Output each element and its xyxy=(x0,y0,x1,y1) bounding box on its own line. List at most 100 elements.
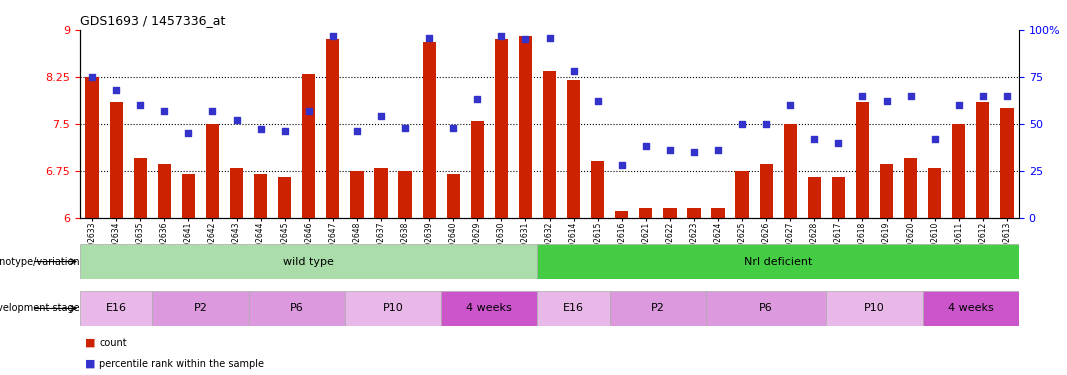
Bar xyxy=(471,121,484,218)
Point xyxy=(662,147,679,153)
Bar xyxy=(609,291,706,326)
Bar xyxy=(153,291,249,326)
Bar xyxy=(664,208,676,218)
Bar xyxy=(80,291,153,326)
Bar xyxy=(80,244,538,279)
Bar xyxy=(345,291,441,326)
Text: percentile rank within the sample: percentile rank within the sample xyxy=(99,359,265,369)
Point xyxy=(348,128,365,134)
Text: P6: P6 xyxy=(290,303,304,313)
Bar xyxy=(302,74,316,217)
Point xyxy=(420,34,437,40)
Bar xyxy=(567,80,580,218)
Bar xyxy=(181,174,195,217)
Bar xyxy=(856,102,870,218)
Point xyxy=(83,74,100,80)
Bar xyxy=(350,171,364,217)
Text: count: count xyxy=(99,338,127,348)
Text: P10: P10 xyxy=(864,303,885,313)
Bar xyxy=(249,291,345,326)
Bar xyxy=(591,161,604,218)
Bar xyxy=(706,291,826,326)
Point xyxy=(516,36,534,42)
Point xyxy=(300,108,317,114)
Point xyxy=(108,87,125,93)
Bar xyxy=(904,158,918,218)
Point xyxy=(806,136,823,142)
Bar xyxy=(880,164,893,218)
Bar xyxy=(923,291,1019,326)
Point xyxy=(276,128,293,134)
Text: genotype/variation: genotype/variation xyxy=(0,256,80,267)
Point xyxy=(324,33,341,39)
Bar xyxy=(832,177,845,218)
Point xyxy=(878,98,895,104)
Point xyxy=(854,93,871,99)
Bar xyxy=(687,208,701,218)
Point xyxy=(397,124,414,130)
Bar xyxy=(495,39,508,218)
Point xyxy=(252,126,269,132)
Point xyxy=(685,149,702,155)
Point xyxy=(372,113,389,119)
Point xyxy=(926,136,943,142)
Point xyxy=(445,124,462,130)
Bar xyxy=(375,168,387,217)
Bar xyxy=(398,171,412,217)
Bar xyxy=(808,177,821,218)
Text: GDS1693 / 1457336_at: GDS1693 / 1457336_at xyxy=(80,15,225,27)
Text: ■: ■ xyxy=(85,338,96,348)
Text: Nrl deficient: Nrl deficient xyxy=(744,256,812,267)
Bar xyxy=(1001,108,1014,218)
Text: P6: P6 xyxy=(760,303,774,313)
Bar xyxy=(447,174,460,217)
Bar xyxy=(278,177,291,218)
Text: P2: P2 xyxy=(651,303,665,313)
Text: E16: E16 xyxy=(563,303,584,313)
Bar xyxy=(826,291,923,326)
Point xyxy=(974,93,991,99)
Bar xyxy=(133,158,147,218)
Text: wild type: wild type xyxy=(284,256,334,267)
Point xyxy=(999,93,1016,99)
Point xyxy=(758,121,775,127)
Bar xyxy=(327,39,339,218)
Bar xyxy=(423,42,435,218)
Bar xyxy=(639,208,652,218)
Bar xyxy=(538,291,609,326)
Bar xyxy=(229,168,243,217)
Point xyxy=(468,96,485,102)
Point xyxy=(131,102,148,108)
Point xyxy=(204,108,221,114)
Bar xyxy=(928,168,941,217)
Bar xyxy=(519,36,532,218)
Point xyxy=(541,34,558,40)
Bar xyxy=(441,291,538,326)
Point xyxy=(156,108,173,114)
Point xyxy=(734,121,751,127)
Bar xyxy=(538,244,1019,279)
Text: 4 weeks: 4 weeks xyxy=(466,303,512,313)
Text: P10: P10 xyxy=(383,303,403,313)
Bar xyxy=(976,102,989,218)
Bar xyxy=(206,124,219,218)
Text: 4 weeks: 4 weeks xyxy=(947,303,993,313)
Point xyxy=(637,143,654,149)
Point xyxy=(566,68,583,74)
Bar xyxy=(110,102,123,218)
Point xyxy=(830,140,847,146)
Bar xyxy=(615,211,628,217)
Bar xyxy=(760,164,773,218)
Bar xyxy=(85,77,98,218)
Text: development stage: development stage xyxy=(0,303,80,313)
Bar xyxy=(952,124,966,218)
Point xyxy=(782,102,799,108)
Point xyxy=(614,162,631,168)
Text: E16: E16 xyxy=(106,303,127,313)
Bar xyxy=(543,70,556,217)
Bar xyxy=(712,208,724,218)
Point xyxy=(589,98,606,104)
Bar xyxy=(254,174,267,217)
Bar xyxy=(735,171,749,217)
Point xyxy=(710,147,727,153)
